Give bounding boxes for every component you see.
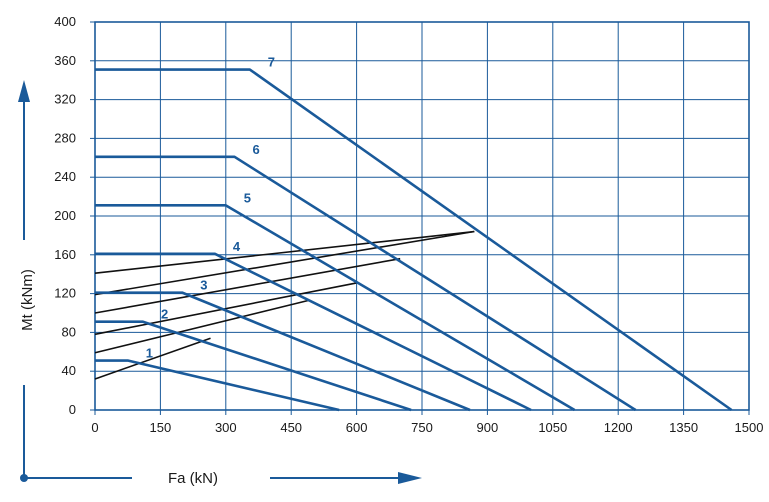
series-label-5: 5: [244, 190, 251, 205]
series-line-4: [95, 252, 532, 412]
y-arrow-head-icon: [18, 80, 30, 102]
series-label-2: 2: [161, 307, 168, 322]
series-label-3: 3: [200, 278, 207, 293]
x-tick-label: 900: [477, 420, 499, 435]
x-tick-label: 150: [150, 420, 172, 435]
series-line-2: [95, 320, 412, 412]
y-tick-label: 280: [54, 130, 76, 145]
tick-labels: 0 150 300 450 600 750 900 1050 1200 1350 150004080…: [54, 14, 763, 435]
axis-decorations: [18, 80, 422, 484]
curves: 1 2 3 4 5 6 7: [95, 55, 733, 412]
y-tick-label: 200: [54, 208, 76, 223]
series-label-4: 4: [233, 239, 241, 254]
load-line: [94, 337, 211, 380]
series-line-1: [95, 359, 340, 412]
series-line-7: [95, 68, 733, 412]
y-tick-label: 360: [54, 53, 76, 68]
load-line: [94, 299, 309, 354]
x-tick-label: 1200: [604, 420, 633, 435]
x-tick-label: 1050: [538, 420, 567, 435]
series-line-6: [95, 155, 637, 412]
origin-dot: [20, 474, 28, 482]
x-tick-label: 750: [411, 420, 433, 435]
y-axis-label: Mt (kNm): [19, 269, 36, 331]
grid: [90, 21, 750, 415]
x-tick-label: 1500: [735, 420, 764, 435]
series-label-7: 7: [268, 55, 275, 70]
series-line-3: [95, 291, 471, 412]
x-tick-label: 0: [91, 420, 98, 435]
y-tick-label: 320: [54, 92, 76, 107]
x-tick-label: 300: [215, 420, 237, 435]
y-tick-label: 120: [54, 286, 76, 301]
y-tick-label: 240: [54, 169, 76, 184]
x-tick-label: 1350: [669, 420, 698, 435]
load-line: [94, 230, 475, 275]
x-arrow-head-icon: [398, 472, 422, 484]
load-line: [94, 282, 357, 336]
y-tick-label: 0: [69, 402, 76, 417]
x-tick-label: 600: [346, 420, 368, 435]
load-line: [94, 230, 475, 296]
load-lines: [94, 230, 475, 380]
series-line-5: [95, 204, 576, 412]
y-tick-label: 400: [54, 14, 76, 29]
y-tick-label: 40: [62, 363, 76, 378]
series-label-6: 6: [253, 142, 260, 157]
x-tick-label: 450: [280, 420, 302, 435]
y-tick-label: 160: [54, 247, 76, 262]
x-axis-label: Fa (kN): [168, 470, 218, 487]
load-line: [94, 257, 401, 314]
y-tick-label: 80: [62, 324, 76, 339]
series-label-1: 1: [146, 346, 153, 361]
